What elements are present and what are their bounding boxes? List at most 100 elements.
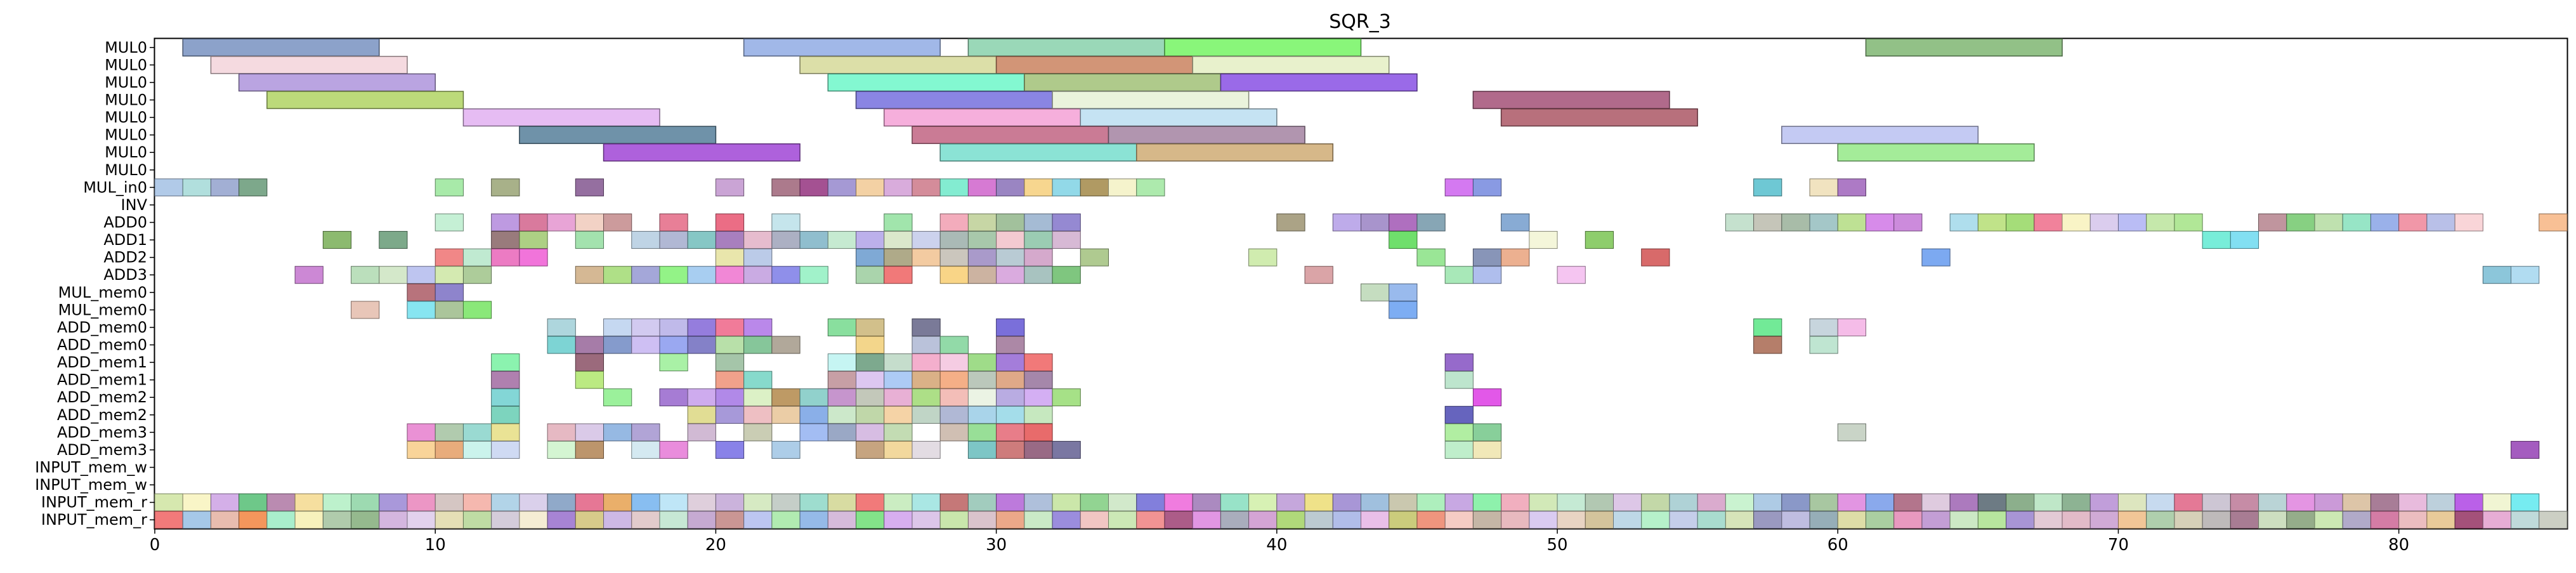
task-block [1753, 336, 1782, 354]
task-block [996, 405, 1025, 424]
task-block [1753, 178, 1782, 197]
task-bar [912, 126, 1109, 144]
task-block [1837, 511, 1866, 529]
task-block [407, 440, 436, 459]
task-block [322, 511, 352, 529]
task-block [1052, 511, 1081, 529]
task-block [2146, 213, 2175, 232]
task-block [659, 353, 688, 372]
task-block [435, 266, 464, 284]
task-block [967, 405, 997, 424]
task-block [2370, 493, 2400, 511]
task-block [2511, 440, 2540, 459]
task-bar [182, 38, 380, 57]
task-block [1781, 511, 1810, 529]
task-block [659, 266, 688, 284]
task-block [1893, 493, 1923, 511]
task-block [1024, 178, 1053, 197]
task-block [1529, 493, 1558, 511]
task-block [1949, 511, 1978, 529]
task-block [967, 213, 997, 232]
task-block [519, 248, 548, 267]
task-block [2286, 213, 2315, 232]
task-block [1809, 213, 1838, 232]
task-block [1389, 511, 1418, 529]
task-block [1444, 266, 1474, 284]
y-tick-label: INPUT_mem_w [35, 459, 147, 477]
task-block [1416, 248, 1446, 267]
task-block [491, 440, 520, 459]
y-tick-label: ADD_mem1 [57, 371, 147, 389]
task-block [2062, 511, 2091, 529]
y-tick-label: MUL0 [105, 74, 147, 91]
task-block [2006, 493, 2035, 511]
task-block [715, 248, 745, 267]
task-block [856, 231, 885, 249]
task-bar [1052, 91, 1250, 109]
task-block [1416, 493, 1446, 511]
task-block [2117, 493, 2147, 511]
task-block [1865, 493, 1895, 511]
task-block [1136, 493, 1165, 511]
task-block [1024, 231, 1053, 249]
task-block [1024, 440, 1053, 459]
task-block [379, 266, 408, 284]
task-block [575, 511, 605, 529]
task-block [2370, 213, 2400, 232]
task-block [575, 336, 605, 354]
task-block [827, 423, 857, 442]
plot-frame [154, 37, 2568, 530]
task-block [743, 405, 773, 424]
task-block [603, 266, 632, 284]
task-block [912, 248, 941, 267]
task-block [827, 178, 857, 197]
task-block [996, 423, 1025, 442]
task-block [771, 511, 801, 529]
task-block [2062, 213, 2091, 232]
task-block [379, 493, 408, 511]
task-block [771, 266, 801, 284]
task-block [1192, 511, 1221, 529]
task-block [1389, 231, 1418, 249]
task-block [1697, 511, 1726, 529]
task-block [1837, 213, 1866, 232]
task-block [743, 423, 773, 442]
task-block [827, 405, 857, 424]
task-block [603, 423, 632, 442]
task-bar [603, 143, 801, 162]
task-block [1361, 511, 1390, 529]
task-block [856, 371, 885, 389]
y-tick-label: MUL0 [105, 161, 147, 179]
task-block [1557, 266, 1586, 284]
task-bar [1472, 91, 1670, 109]
task-block [1024, 405, 1053, 424]
task-block [1332, 511, 1361, 529]
task-bar [1865, 38, 2063, 57]
task-block [2117, 511, 2147, 529]
task-block [827, 388, 857, 407]
task-block [912, 511, 941, 529]
task-block [2370, 511, 2400, 529]
task-block [856, 248, 885, 267]
task-block [799, 266, 828, 284]
task-block [2511, 266, 2540, 284]
task-bar [1781, 126, 1979, 144]
task-block [435, 440, 464, 459]
task-block [491, 511, 520, 529]
task-block [743, 336, 773, 354]
task-block [1753, 213, 1782, 232]
task-block [2482, 493, 2512, 511]
task-block [1080, 178, 1109, 197]
x-tick-label: 40 [1266, 536, 1287, 555]
x-tick-label: 10 [425, 536, 446, 555]
task-block [1052, 178, 1081, 197]
y-tick-label: ADD_mem0 [57, 319, 147, 336]
task-block [351, 266, 380, 284]
task-block [2174, 493, 2203, 511]
task-block [827, 318, 857, 336]
task-block [1164, 511, 1193, 529]
task-block [715, 213, 745, 232]
task-block [856, 493, 885, 511]
task-block [1865, 213, 1895, 232]
task-block [939, 405, 969, 424]
